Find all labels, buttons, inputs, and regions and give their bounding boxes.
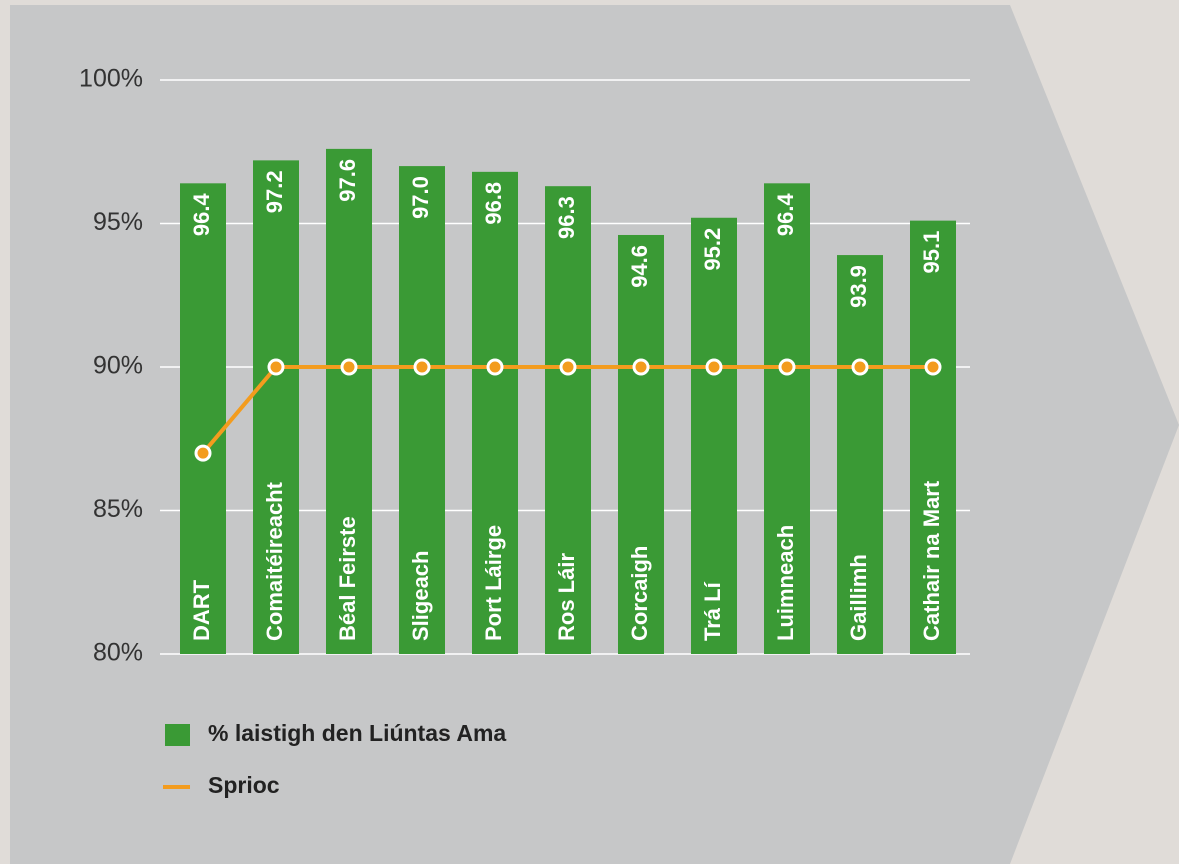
target-point [194,444,212,462]
y-tick-label: 80% [93,639,143,667]
legend-label: % laistigh den Liúntas Ama [208,720,506,746]
x-tick-label: Cathair na Mart [919,480,944,641]
bar [910,220,956,654]
legend-swatch [165,724,190,746]
y-tick-label: 85% [93,495,143,523]
target-point [413,358,431,376]
target-point [340,358,358,376]
y-tick-label: 95% [93,208,143,236]
bar [253,160,299,655]
bar-value-label: 97.0 [408,176,433,219]
x-tick-label: Comaitéireacht [262,481,287,641]
x-tick-label: Trá Lí [700,581,725,641]
bar-value-label: 96.4 [189,193,214,237]
target-point [267,358,285,376]
bar-value-label: 97.6 [335,159,360,202]
x-tick-label: Gaillimh [846,554,871,641]
bar-value-label: 97.2 [262,170,287,213]
x-tick-label: Luimneach [773,525,798,641]
bar-value-label: 96.8 [481,182,506,225]
target-point [559,358,577,376]
bar-value-label: 95.1 [919,231,944,274]
bar-value-label: 96.4 [773,193,798,237]
y-tick-label: 100% [79,65,143,93]
bar [180,183,226,654]
target-point [851,358,869,376]
target-point [924,358,942,376]
x-tick-label: Ros Láir [554,553,579,641]
x-tick-label: Port Láirge [481,525,506,641]
target-point [486,358,504,376]
target-point [632,358,650,376]
bar [545,186,591,654]
x-tick-label: Corcaigh [627,546,652,641]
x-tick-label: Sligeach [408,551,433,641]
bar-value-label: 94.6 [627,245,652,288]
bar [618,234,664,655]
bar [326,148,372,654]
x-tick-label: Béal Feirste [335,516,360,641]
legend-label: Sprioc [208,772,280,798]
bar [837,255,883,654]
bar-value-label: 95.2 [700,228,725,271]
bar-value-label: 93.9 [846,265,871,308]
arrow-panel [10,5,1179,864]
bar [691,217,737,654]
bar [764,183,810,654]
bar [399,166,445,654]
target-point [778,358,796,376]
bar-value-label: 96.3 [554,196,579,239]
target-point [705,358,723,376]
x-tick-label: DART [189,579,214,641]
y-tick-label: 90% [93,352,143,380]
bar [472,171,518,654]
